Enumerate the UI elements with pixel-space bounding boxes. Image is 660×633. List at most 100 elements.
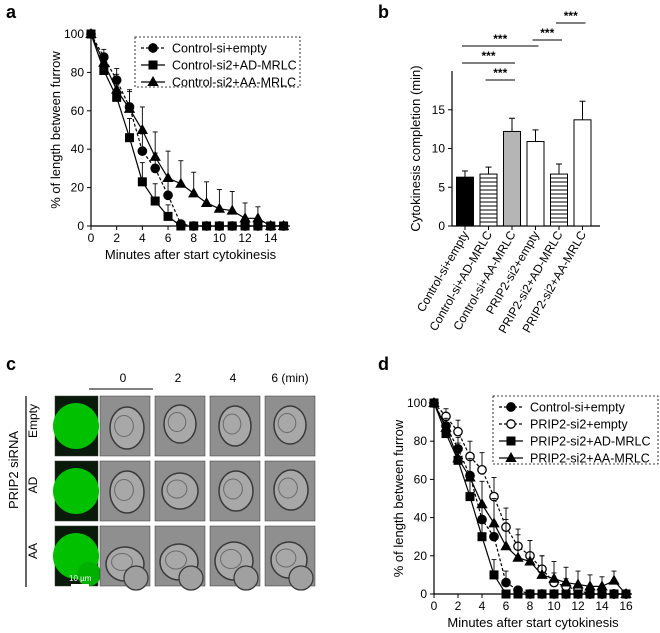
y-tick-label: 15 [432, 103, 446, 117]
y-tick-label: 20 [71, 181, 85, 195]
cell-texture [114, 415, 134, 437]
brightfield-cell [178, 565, 204, 591]
data-point [573, 589, 583, 599]
time-label-2: 2 [175, 371, 182, 385]
significance-label: *** [493, 66, 507, 80]
scale-bar-label: 10 µm [69, 574, 92, 583]
row-label-ad: AD [26, 476, 40, 493]
data-point [137, 177, 147, 187]
fluorescent-cell [77, 562, 101, 586]
y-axis-title: % of length between furrow [391, 419, 406, 577]
y-tick-label: 100 [64, 27, 84, 41]
time-label-6: 6 (min) [271, 371, 308, 385]
legend-label: PRIP2-si2+empty [530, 418, 628, 432]
cell-texture [166, 479, 188, 499]
data-point [584, 580, 596, 591]
panel-label-b: b [378, 2, 389, 22]
data-point [501, 577, 511, 588]
legend-marker [148, 43, 158, 53]
row-label-aa: AA [26, 543, 40, 559]
data-point [620, 587, 632, 598]
legend-label: Control-si2+AD-MRLC [172, 59, 297, 73]
bar [456, 176, 474, 227]
series-line [90, 33, 284, 227]
data-point [464, 471, 476, 482]
data-point [597, 589, 607, 599]
scale-bar [71, 584, 89, 587]
data-point [549, 589, 559, 599]
data-point [240, 221, 250, 231]
significance-label: *** [493, 32, 507, 46]
cell-texture [275, 548, 297, 568]
data-point [477, 532, 487, 542]
data-point [561, 589, 571, 599]
brightfield-cell [123, 565, 149, 591]
data-point [537, 589, 547, 599]
data-point [227, 221, 237, 231]
legend-label: Control-si+empty [530, 401, 626, 415]
y-tick-label: 10 [432, 142, 446, 156]
legend-label: Control-si2+AA-MRLC [172, 76, 296, 90]
bar [573, 119, 592, 227]
data-point [585, 589, 595, 599]
data-point [188, 187, 200, 198]
data-point [226, 204, 238, 215]
brightfield-cell [233, 565, 259, 591]
cell-texture [223, 478, 243, 500]
x-tick-label: 8 [527, 599, 534, 613]
data-point [265, 219, 277, 230]
panel-label-a: a [6, 2, 17, 22]
x-tick-label: 0 [88, 231, 95, 245]
data-point [213, 202, 226, 213]
data-point [513, 589, 523, 599]
data-point [428, 396, 440, 407]
data-point [476, 498, 488, 509]
data-point [150, 196, 160, 206]
data-point [524, 555, 536, 566]
data-point [489, 570, 499, 580]
cell-texture [165, 550, 187, 570]
data-point [136, 123, 149, 134]
y-tick-label: 0 [420, 587, 427, 601]
legend-marker [506, 419, 516, 429]
row-label-empty: Empty [26, 404, 40, 438]
time-label-0: 0 [120, 371, 127, 385]
y-tick-label: 80 [414, 434, 428, 448]
y-tick-label: 60 [71, 104, 85, 118]
cell-texture [114, 479, 134, 501]
x-tick-label: 6 [165, 231, 172, 245]
x-tick-label: 4 [139, 231, 146, 245]
data-point [609, 589, 619, 599]
data-point [500, 540, 512, 551]
y-tick-label: 60 [414, 472, 428, 486]
data-point [85, 27, 97, 38]
data-point [123, 102, 136, 113]
y-axis-title: % of length between furrow [48, 51, 63, 209]
legend-marker [505, 451, 517, 462]
data-point [560, 576, 572, 587]
series-line [90, 33, 284, 227]
y-tick-label: 80 [71, 65, 85, 79]
legend-box [134, 36, 301, 88]
data-point [501, 589, 511, 599]
significance-label: *** [540, 26, 554, 40]
panel-label-d: d [378, 354, 389, 374]
legend-label: Control-si+empty [172, 42, 268, 56]
data-point [200, 196, 213, 207]
x-tick-label: 6 [503, 599, 510, 613]
fluorescent-cell [53, 403, 99, 449]
data-point [488, 517, 500, 528]
data-point [252, 212, 264, 223]
y-tick-label: 40 [414, 511, 428, 525]
chart-d: 0 2 4 6 8 10 12 14 16 0 20 40 60 80 100 Minutes after s… [391, 395, 659, 630]
cell-texture [277, 413, 297, 433]
legend-marker [506, 436, 516, 446]
x-tick-label: 8 [190, 231, 197, 245]
x-tick-label: 0 [431, 599, 438, 613]
y-tick-label: 20 [414, 549, 428, 563]
data-point [163, 190, 173, 201]
x-tick-label: 14 [595, 599, 609, 613]
panel-label-c: c [6, 354, 16, 374]
data-point [214, 221, 224, 231]
y-tick-label: 40 [71, 142, 85, 156]
